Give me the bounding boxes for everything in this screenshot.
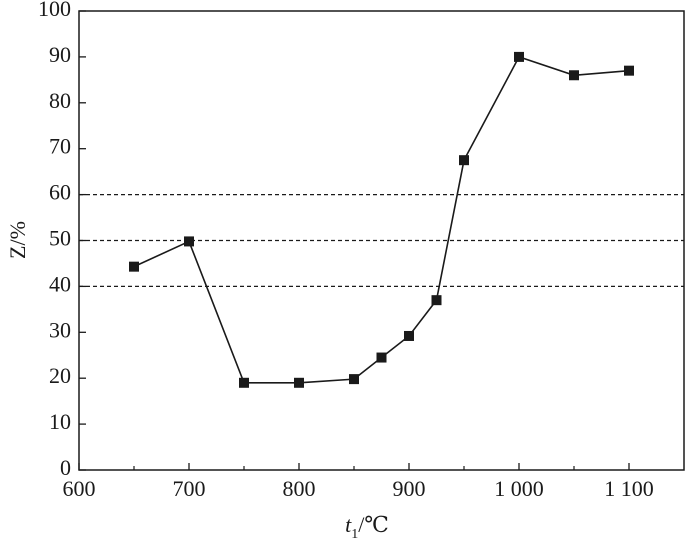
y-tick-label: 50 (49, 226, 71, 251)
y-tick-label: 40 (49, 271, 71, 296)
data-point (349, 374, 359, 385)
x-axis-title-subscript: 1 (351, 527, 358, 542)
data-point (129, 261, 139, 272)
y-tick-label: 20 (49, 363, 71, 388)
y-tick-label: 100 (38, 0, 71, 21)
y-tick-label: 60 (49, 180, 71, 205)
data-point (239, 377, 249, 388)
x-tick-label: 800 (283, 476, 316, 501)
x-axis-title-variable: t (345, 512, 352, 537)
data-point (569, 70, 579, 81)
y-tick-label: 30 (49, 317, 71, 342)
data-point (184, 236, 194, 247)
y-tick-label: 90 (49, 42, 71, 67)
y-axis-title: Z/% (5, 221, 30, 259)
series-line (133, 55, 630, 384)
y-axis: 0 10 20 30 40 50 60 70 80 90 100 (38, 0, 86, 480)
data-point (431, 295, 442, 306)
y-tick-label: 10 (49, 409, 71, 434)
data-point (294, 377, 304, 388)
y-tick-label: 0 (60, 455, 71, 480)
data-series (129, 51, 634, 388)
data-point (624, 65, 634, 76)
x-tick-label: 1 100 (604, 476, 654, 501)
x-tick-label: 1 000 (494, 476, 544, 501)
x-tick-label: 700 (173, 476, 206, 501)
y-tick-label: 70 (49, 134, 71, 159)
y-tick-label: 80 (49, 88, 71, 113)
reference-lines (79, 193, 684, 288)
x-axis: 600 700 800 900 1 000 1 100 (63, 463, 654, 501)
x-tick-label: 900 (393, 476, 426, 501)
x-axis-title: t1/℃ (345, 512, 389, 542)
data-point (376, 352, 387, 363)
data-point (459, 155, 469, 166)
data-point (404, 330, 414, 341)
x-axis-title-unit: /℃ (358, 512, 389, 537)
data-point (514, 51, 524, 62)
x-tick-label: 600 (63, 476, 96, 501)
